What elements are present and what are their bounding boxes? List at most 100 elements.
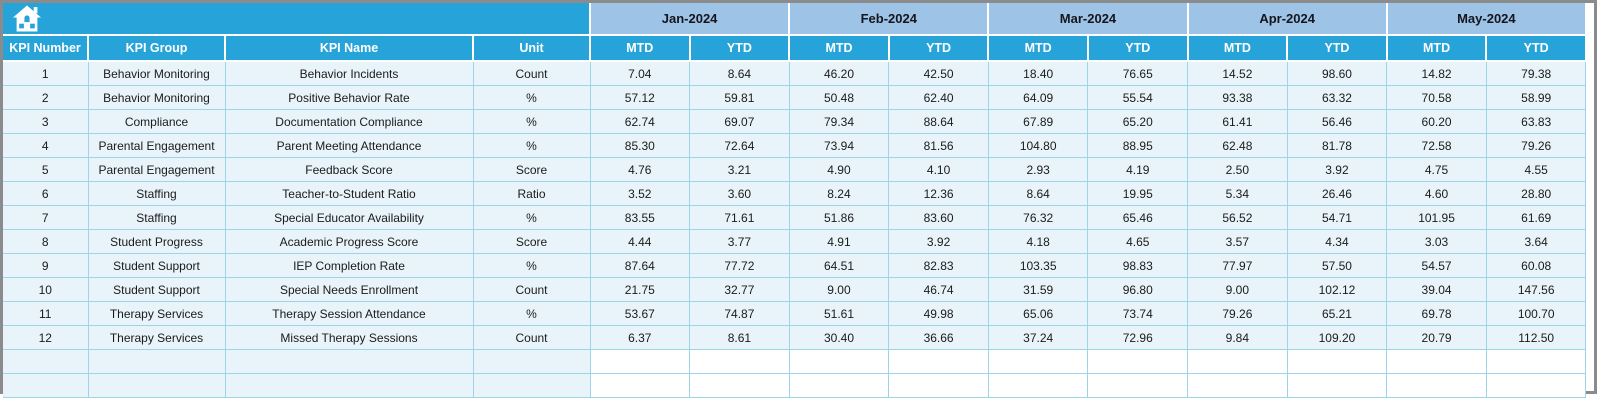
value-cell[interactable]: 4.18 (987, 229, 1089, 254)
value-cell[interactable]: 112.50 (1485, 325, 1587, 350)
value-cell[interactable]: 4.75 (1386, 157, 1487, 182)
kpi-name-cell[interactable]: Special Needs Enrollment (224, 277, 474, 302)
value-cell[interactable]: 63.83 (1485, 109, 1587, 134)
value-cell[interactable]: 109.20 (1286, 325, 1388, 350)
kpi-name-cell[interactable]: Documentation Compliance (224, 109, 474, 134)
value-cell[interactable]: 46.20 (788, 60, 890, 86)
value-cell[interactable]: 53.67 (589, 301, 691, 326)
value-cell[interactable]: 9.00 (1187, 277, 1288, 302)
value-cell[interactable]: 55.54 (1087, 85, 1189, 110)
kpi-group-cell[interactable]: Student Support (87, 277, 226, 302)
col-header-mtd-may[interactable]: MTD (1385, 34, 1488, 62)
value-cell[interactable]: 4.60 (1386, 181, 1487, 206)
value-cell[interactable]: 4.19 (1087, 157, 1189, 182)
value-cell[interactable]: 81.56 (888, 133, 989, 158)
value-cell[interactable]: 39.04 (1386, 277, 1487, 302)
value-cell[interactable]: 4.55 (1485, 157, 1587, 182)
kpi-number-cell[interactable]: 2 (3, 85, 89, 110)
value-cell[interactable]: 88.95 (1087, 133, 1189, 158)
value-cell[interactable]: 98.60 (1286, 60, 1388, 86)
value-cell[interactable]: 64.51 (788, 253, 890, 278)
empty-cell[interactable] (1485, 349, 1587, 374)
value-cell[interactable]: 3.92 (1286, 157, 1388, 182)
unit-cell[interactable]: Count (472, 325, 591, 350)
kpi-number-cell[interactable]: 10 (3, 277, 89, 302)
empty-cell[interactable] (589, 349, 691, 374)
value-cell[interactable]: 79.38 (1485, 60, 1587, 86)
empty-cell[interactable] (888, 373, 989, 398)
value-cell[interactable]: 3.21 (689, 157, 790, 182)
value-cell[interactable]: 79.26 (1187, 301, 1288, 326)
col-header-ytd-may[interactable]: YTD (1485, 34, 1587, 62)
kpi-number-cell[interactable]: 6 (3, 181, 89, 206)
kpi-name-cell[interactable]: Missed Therapy Sessions (224, 325, 474, 350)
value-cell[interactable]: 79.34 (788, 109, 890, 134)
unit-cell[interactable]: Score (472, 229, 591, 254)
kpi-number-cell[interactable]: 5 (3, 157, 89, 182)
empty-cell[interactable] (1386, 349, 1487, 374)
value-cell[interactable]: 104.80 (987, 133, 1089, 158)
empty-cell[interactable] (3, 349, 89, 374)
value-cell[interactable]: 76.65 (1087, 60, 1189, 86)
empty-cell[interactable] (589, 373, 691, 398)
value-cell[interactable]: 57.12 (589, 85, 691, 110)
empty-cell[interactable] (1087, 349, 1189, 374)
value-cell[interactable]: 72.58 (1386, 133, 1487, 158)
value-cell[interactable]: 56.52 (1187, 205, 1288, 230)
value-cell[interactable]: 63.32 (1286, 85, 1388, 110)
value-cell[interactable]: 54.57 (1386, 253, 1487, 278)
empty-cell[interactable] (224, 373, 474, 398)
kpi-group-cell[interactable]: Staffing (87, 181, 226, 206)
unit-cell[interactable]: % (472, 253, 591, 278)
unit-cell[interactable]: Ratio (472, 181, 591, 206)
value-cell[interactable]: 49.98 (888, 301, 989, 326)
value-cell[interactable]: 87.64 (589, 253, 691, 278)
value-cell[interactable]: 82.83 (888, 253, 989, 278)
kpi-group-cell[interactable]: Parental Engagement (87, 133, 226, 158)
kpi-number-cell[interactable]: 8 (3, 229, 89, 254)
kpi-name-cell[interactable]: Behavior Incidents (224, 60, 474, 86)
value-cell[interactable]: 70.58 (1386, 85, 1487, 110)
kpi-name-cell[interactable]: Feedback Score (224, 157, 474, 182)
empty-cell[interactable] (888, 349, 989, 374)
value-cell[interactable]: 4.90 (788, 157, 890, 182)
kpi-number-cell[interactable]: 3 (3, 109, 89, 134)
kpi-number-cell[interactable]: 11 (3, 301, 89, 326)
value-cell[interactable]: 14.52 (1187, 60, 1288, 86)
value-cell[interactable]: 3.64 (1485, 229, 1587, 254)
unit-cell[interactable]: % (472, 301, 591, 326)
unit-cell[interactable]: Score (472, 157, 591, 182)
value-cell[interactable]: 77.97 (1187, 253, 1288, 278)
value-cell[interactable]: 2.93 (987, 157, 1089, 182)
value-cell[interactable]: 50.48 (788, 85, 890, 110)
value-cell[interactable]: 36.66 (888, 325, 989, 350)
value-cell[interactable]: 8.64 (987, 181, 1089, 206)
value-cell[interactable]: 76.32 (987, 205, 1089, 230)
value-cell[interactable]: 2.50 (1187, 157, 1288, 182)
value-cell[interactable]: 5.34 (1187, 181, 1288, 206)
value-cell[interactable]: 12.36 (888, 181, 989, 206)
kpi-name-cell[interactable]: Positive Behavior Rate (224, 85, 474, 110)
value-cell[interactable]: 14.82 (1386, 60, 1487, 86)
empty-cell[interactable] (1087, 373, 1189, 398)
value-cell[interactable]: 93.38 (1187, 85, 1288, 110)
col-header-mtd-jan[interactable]: MTD (589, 34, 691, 62)
value-cell[interactable]: 83.60 (888, 205, 989, 230)
value-cell[interactable]: 3.77 (689, 229, 790, 254)
value-cell[interactable]: 6.37 (589, 325, 691, 350)
kpi-group-cell[interactable]: Student Support (87, 253, 226, 278)
value-cell[interactable]: 8.61 (689, 325, 790, 350)
value-cell[interactable]: 60.20 (1386, 109, 1487, 134)
value-cell[interactable]: 61.41 (1187, 109, 1288, 134)
value-cell[interactable]: 83.55 (589, 205, 691, 230)
value-cell[interactable]: 4.44 (589, 229, 691, 254)
value-cell[interactable]: 32.77 (689, 277, 790, 302)
value-cell[interactable]: 4.65 (1087, 229, 1189, 254)
value-cell[interactable]: 54.71 (1286, 205, 1388, 230)
value-cell[interactable]: 3.03 (1386, 229, 1487, 254)
unit-cell[interactable]: % (472, 133, 591, 158)
empty-cell[interactable] (3, 373, 89, 398)
value-cell[interactable]: 28.80 (1485, 181, 1587, 206)
value-cell[interactable]: 73.94 (788, 133, 890, 158)
kpi-name-cell[interactable]: Academic Progress Score (224, 229, 474, 254)
